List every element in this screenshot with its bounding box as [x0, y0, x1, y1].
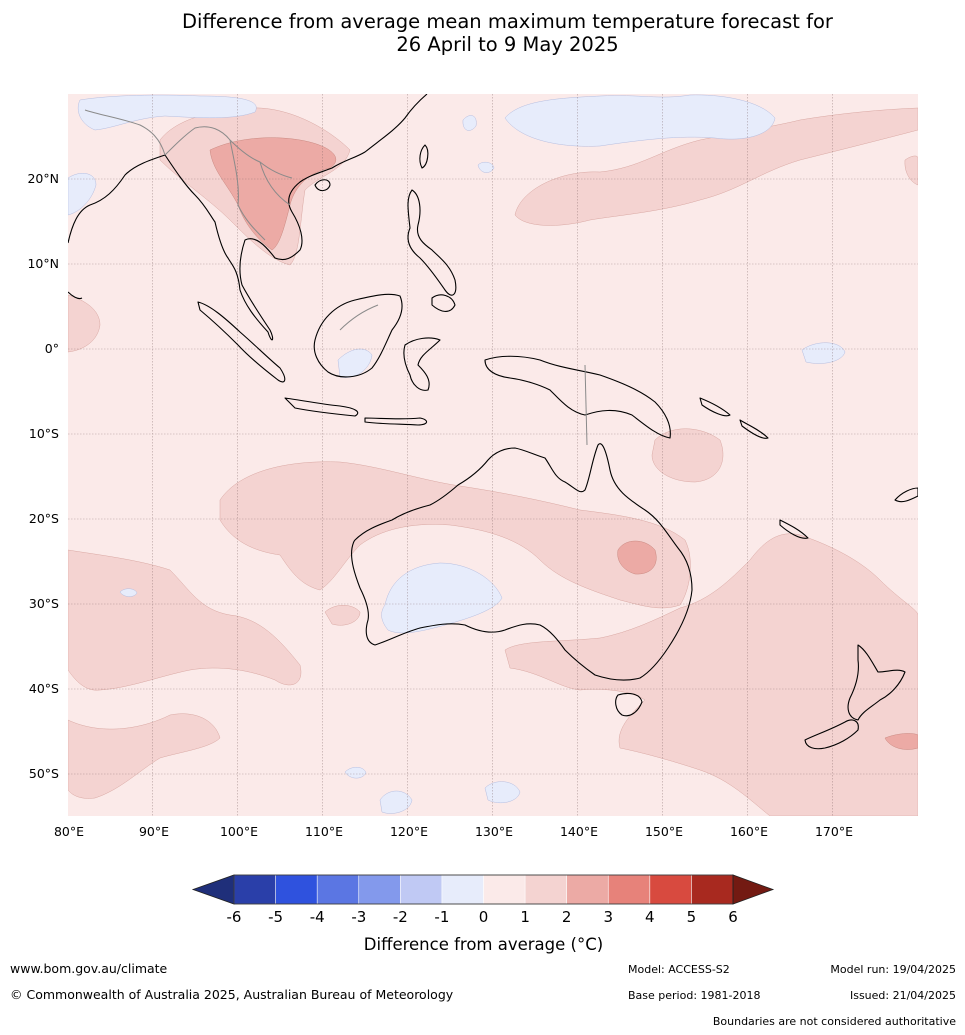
colorbar-tick-label: 4 — [645, 908, 655, 926]
title-line-1: Difference from average mean maximum tem… — [182, 10, 833, 33]
lat-label: 20°N — [27, 171, 59, 186]
colorbar-bin — [400, 874, 443, 905]
colorbar-tick-label: 2 — [562, 908, 572, 926]
lat-label: 0° — [45, 341, 59, 356]
colorbar-bins — [233, 874, 734, 905]
colorbar-title: Difference from average (°C) — [364, 935, 603, 954]
anomaly-zone-1to2 — [651, 428, 724, 483]
anomaly-zone-1to2 — [904, 155, 918, 186]
colorbar-bin — [275, 874, 318, 905]
colorbar-bin — [691, 874, 734, 905]
country-borders — [84, 109, 588, 446]
anomaly-zone-neg1to0 — [801, 342, 846, 364]
colorbar-bin — [607, 874, 651, 905]
anomaly-zone-1to2 — [219, 461, 691, 609]
colorbar-bin — [649, 874, 693, 905]
anomaly-zone-neg1to0 — [344, 767, 367, 779]
colorbar-tick-label: 1 — [520, 908, 530, 926]
lon-label: 80°E — [54, 824, 84, 839]
latitude-labels: 20°N 10°N 0° 10°S 20°S 30°S 40°S 50°S — [27, 171, 59, 781]
anomaly-zone-1to2 — [68, 549, 302, 691]
longitude-labels: 80°E 90°E 100°E 110°E 120°E 130°E 140°E … — [54, 824, 853, 839]
lat-label: 50°S — [29, 766, 59, 781]
colorbar-outline — [233, 874, 734, 905]
colorbar-tick-label: -4 — [310, 908, 325, 926]
anomaly-zone-neg1to0 — [119, 588, 138, 597]
anomaly-zone-neg1to0 — [68, 173, 97, 216]
colorbar-bin — [316, 874, 360, 905]
colorbar-bin — [566, 874, 609, 905]
colorbar: -6 -5 -4 -3 -2 -1 0 1 2 3 4 5 6 Differen… — [191, 874, 775, 954]
colorbar-tick-label: 0 — [479, 908, 489, 926]
colorbar-bin — [483, 874, 526, 905]
anomaly-zone-neg1to0 — [477, 161, 495, 173]
lon-label: 110°E — [305, 824, 343, 839]
anomaly-zone-1to2 — [324, 605, 361, 626]
colorbar-extend-high — [732, 874, 775, 905]
lon-label: 100°E — [220, 824, 258, 839]
issued-text: Issued: 21/04/2025 — [849, 989, 956, 1002]
anomaly-shading — [68, 94, 918, 816]
lon-label: 90°E — [139, 824, 169, 839]
anomaly-zone-neg1to0 — [77, 94, 257, 131]
website-link[interactable]: www.bom.gov.au/climate — [10, 961, 168, 976]
lat-label: 10°S — [29, 426, 59, 441]
colorbar-tick-labels: -6 -5 -4 -3 -2 -1 0 1 2 3 4 5 6 — [227, 908, 738, 926]
colorbar-bin — [441, 874, 485, 905]
map-title: Difference from average mean maximum tem… — [0, 10, 965, 56]
lon-label: 130°E — [475, 824, 513, 839]
title-line-2: 26 April to 9 May 2025 — [396, 33, 619, 56]
lat-label: 20°S — [29, 511, 59, 526]
colorbar-tick-label: -5 — [268, 908, 283, 926]
anomaly-zone-1to2 — [68, 294, 101, 353]
colorbar-bin — [524, 874, 568, 905]
anomaly-zone-2to3 — [884, 733, 918, 750]
lon-label: 160°E — [730, 824, 768, 839]
lon-label: 120°E — [390, 824, 428, 839]
colorbar-tick-label: -1 — [434, 908, 449, 926]
colorbar-bin — [358, 874, 401, 905]
anomaly-zone-neg1to0 — [484, 781, 521, 803]
lon-label: 150°E — [645, 824, 683, 839]
anomaly-zone-neg1to0 — [462, 115, 477, 131]
lat-label: 10°N — [27, 256, 59, 271]
colorbar-tick-label: 6 — [728, 908, 738, 926]
colorbar-tick-label: 3 — [604, 908, 614, 926]
colorbar-tick-label: -2 — [393, 908, 408, 926]
anomaly-zone-neg1to0 — [379, 790, 413, 814]
colorbar-tick-label: 5 — [687, 908, 697, 926]
copyright-text: © Commonwealth of Australia 2025, Austra… — [10, 987, 454, 1002]
lon-label: 140°E — [560, 824, 598, 839]
lat-label: 30°S — [29, 596, 59, 611]
model-run-text: Model run: 19/04/2025 — [830, 963, 956, 976]
colorbar-bin — [233, 874, 277, 905]
disclaimer-text: Boundaries are not considered authoritat… — [712, 1015, 956, 1028]
anomaly-zone-1to2 — [514, 107, 918, 226]
colorbar-tick-label: -3 — [351, 908, 366, 926]
model-text: Model: ACCESS-S2 — [628, 963, 730, 976]
colorbar-extend-low — [191, 874, 235, 905]
lat-label: 40°S — [29, 681, 59, 696]
anomaly-zone-2to3 — [617, 540, 657, 575]
lon-label: 170°E — [815, 824, 853, 839]
anomaly-zone-1to2 — [68, 713, 221, 799]
anomaly-zone-neg1to0 — [381, 562, 503, 634]
colorbar-tick-label: -6 — [227, 908, 242, 926]
anomaly-zone-neg1to0 — [504, 94, 776, 147]
base-period-text: Base period: 1981-2018 — [628, 989, 761, 1002]
coastlines — [68, 94, 918, 750]
